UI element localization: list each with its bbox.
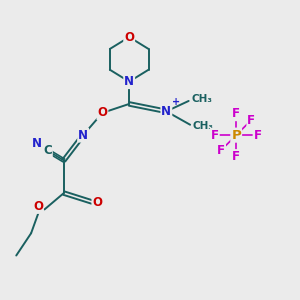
Text: F: F: [217, 144, 225, 157]
Text: F: F: [232, 150, 240, 163]
Text: C: C: [43, 143, 52, 157]
Text: F: F: [254, 129, 262, 142]
Text: CH₃: CH₃: [191, 94, 212, 104]
Text: P: P: [231, 129, 241, 142]
Text: N: N: [124, 75, 134, 88]
Text: N: N: [32, 137, 42, 150]
Text: F: F: [247, 113, 255, 127]
Text: O: O: [92, 196, 102, 208]
Text: N: N: [78, 129, 88, 142]
Text: N: N: [161, 105, 171, 118]
Text: O: O: [124, 31, 134, 44]
Text: F: F: [232, 107, 240, 120]
Text: +: +: [172, 97, 180, 107]
Text: F: F: [211, 129, 219, 142]
Text: CH₃: CH₃: [193, 121, 214, 131]
Text: O: O: [33, 200, 43, 213]
Text: O: O: [98, 106, 107, 119]
